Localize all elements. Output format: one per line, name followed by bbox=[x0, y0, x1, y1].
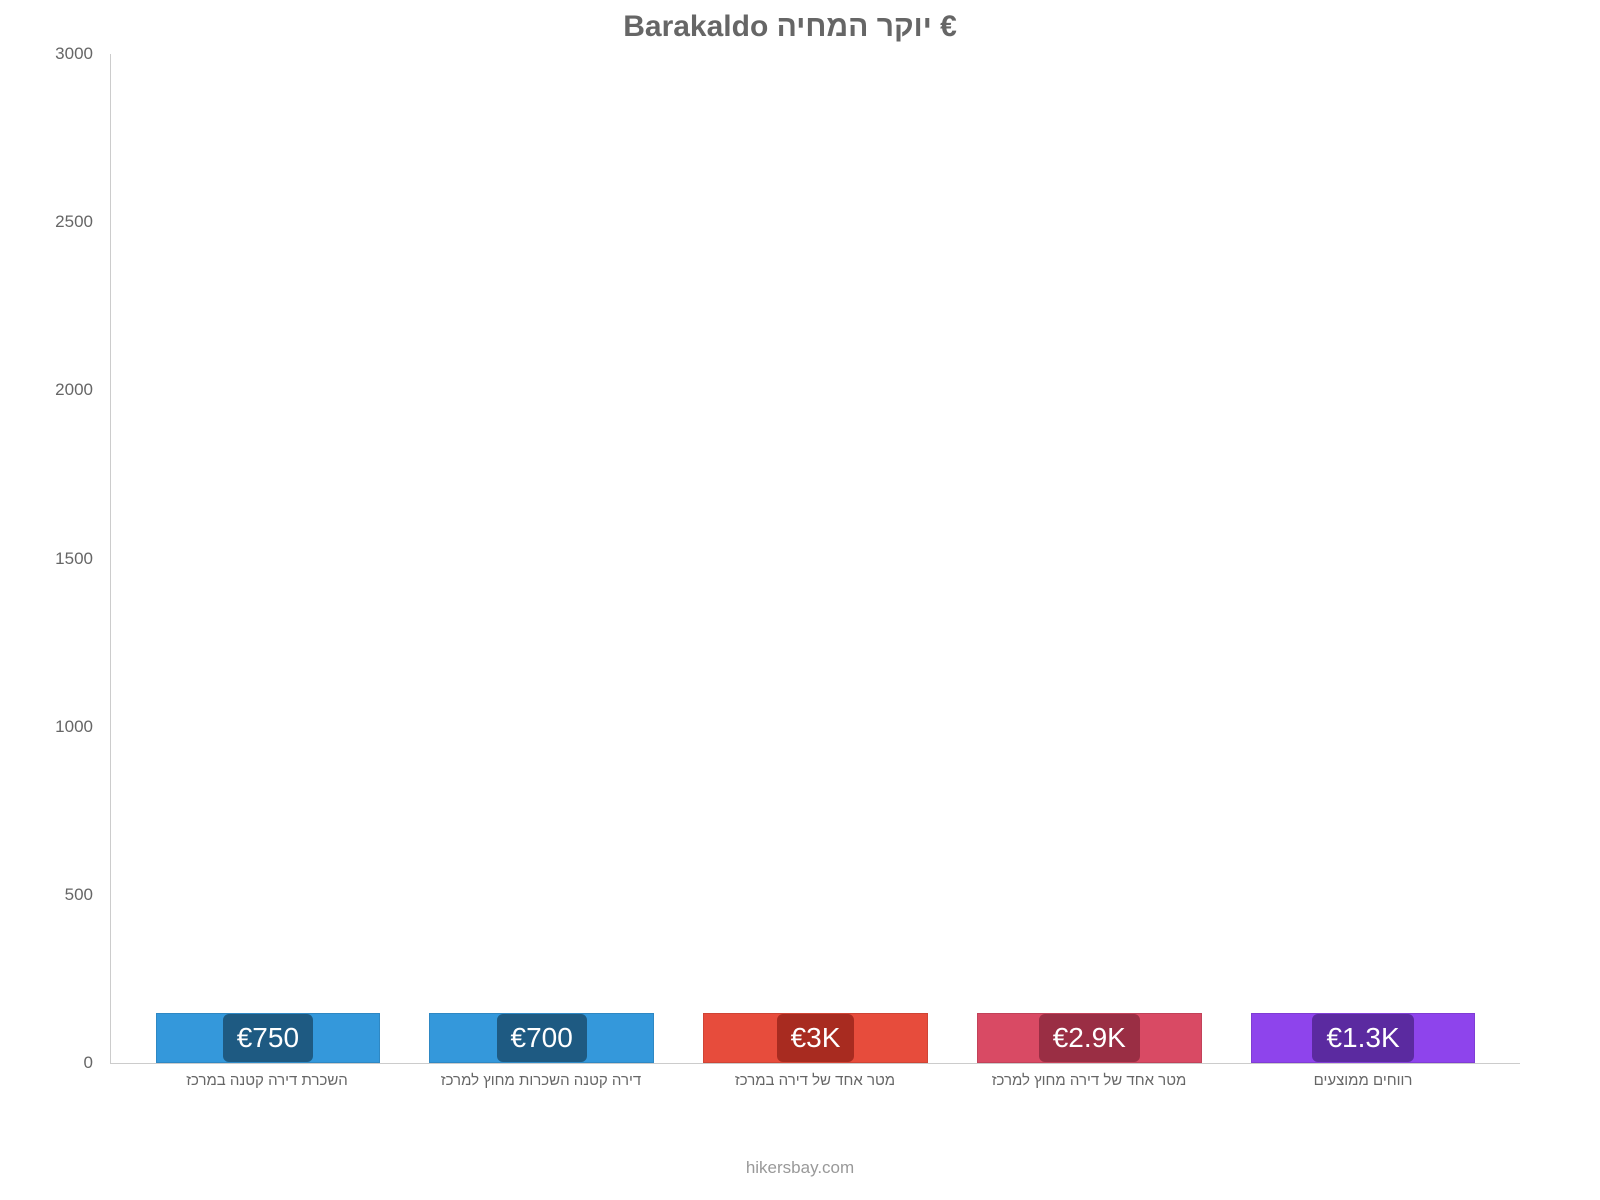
bar-group: €2.9K bbox=[952, 1013, 1226, 1063]
y-tick: 1000 bbox=[55, 717, 93, 737]
bar-value-label: €1.3K bbox=[1312, 1014, 1413, 1062]
footer-credit: hikersbay.com bbox=[0, 1158, 1600, 1178]
bar-value-label: €750 bbox=[223, 1014, 313, 1062]
y-tick: 1500 bbox=[55, 549, 93, 569]
bar: €700 bbox=[429, 1013, 654, 1063]
y-axis: 050010001500200025003000 bbox=[41, 54, 101, 1063]
bar: €2.9K bbox=[977, 1013, 1202, 1063]
bars-area: €750 €700 €3K €2.9K €1.3K bbox=[111, 54, 1520, 1063]
y-tick: 0 bbox=[84, 1053, 93, 1073]
bar: €750 bbox=[156, 1013, 381, 1063]
x-axis: השכרת דירה קטנה במרכזדירה קטנה השכרות מח… bbox=[110, 1072, 1520, 1089]
y-tick: 500 bbox=[65, 885, 93, 905]
bar-value-label: €700 bbox=[497, 1014, 587, 1062]
chart-title: € יוקר המחיה Barakaldo bbox=[40, 10, 1540, 44]
bar-value-label: €3K bbox=[777, 1014, 855, 1062]
y-tick: 2000 bbox=[55, 380, 93, 400]
bar: €3K bbox=[703, 1013, 928, 1063]
y-tick: 2500 bbox=[55, 212, 93, 232]
bar-group: €750 bbox=[131, 1013, 405, 1063]
bar-group: €700 bbox=[405, 1013, 679, 1063]
bar-group: €1.3K bbox=[1226, 1013, 1500, 1063]
x-tick: מטר אחד של דירה במרכז bbox=[678, 1072, 952, 1089]
y-tick: 3000 bbox=[55, 44, 93, 64]
chart-container: € יוקר המחיה Barakaldo 0 500 1000 1500 2000 2… bbox=[40, 10, 1540, 1140]
bar-group: €3K bbox=[679, 1013, 953, 1063]
x-tick: מטר אחד של דירה מחוץ למרכז bbox=[952, 1072, 1226, 1089]
x-tick: דירה קטנה השכרות מחוץ למרכז bbox=[404, 1072, 678, 1089]
plot-area: 050010001500200025003000 €750€700€3K€2.9… bbox=[110, 54, 1520, 1064]
bar-value-label: €2.9K bbox=[1039, 1014, 1140, 1062]
x-tick: רווחים ממוצעים bbox=[1226, 1072, 1500, 1089]
bar: €1.3K bbox=[1251, 1013, 1476, 1063]
x-tick: השכרת דירה קטנה במרכז bbox=[130, 1072, 404, 1089]
